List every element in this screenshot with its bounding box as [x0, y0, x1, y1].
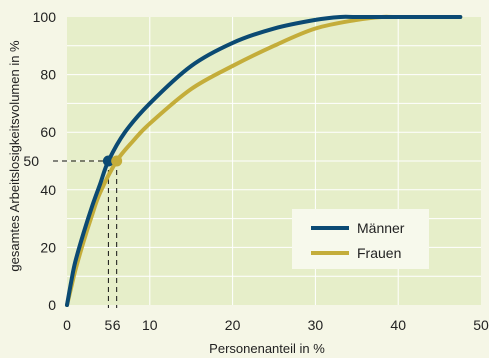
y-tick-label-extra: 50 — [23, 153, 39, 169]
markers — [102, 155, 123, 167]
y-tick-label: 100 — [33, 9, 57, 25]
x-tick-label: 40 — [390, 317, 406, 333]
x-tick-label-extra: 5 — [105, 317, 113, 333]
x-tick-label: 50 — [473, 317, 489, 333]
x-tick-label-extra: 6 — [113, 317, 121, 333]
y-tick-label: 40 — [40, 182, 56, 198]
legend-label-frauen: Frauen — [357, 245, 401, 261]
x-tick-label: 0 — [63, 317, 71, 333]
x-tick-label: 20 — [225, 317, 241, 333]
reference-lines — [53, 160, 118, 308]
marker-point-1 — [111, 155, 123, 167]
legend-label-maenner: Männer — [357, 220, 405, 236]
x-tick-label: 10 — [142, 317, 158, 333]
x-axis-label: Personenanteil in % — [209, 341, 325, 356]
legend: Männer Frauen — [292, 209, 429, 269]
y-tick-label: 20 — [40, 239, 56, 255]
series-lines — [65, 14, 463, 307]
grid — [67, 17, 481, 305]
y-tick-label: 60 — [40, 124, 56, 140]
y-axis-label: gesamtes Arbeitslosigkeitsvolumen in % — [7, 40, 22, 272]
y-tick-label: 80 — [40, 67, 56, 83]
x-tick-label: 30 — [308, 317, 324, 333]
legend-box — [292, 209, 429, 269]
marker-point-0 — [102, 155, 114, 167]
y-tick-label: 0 — [48, 297, 56, 313]
series-line-maenner — [65, 14, 463, 307]
